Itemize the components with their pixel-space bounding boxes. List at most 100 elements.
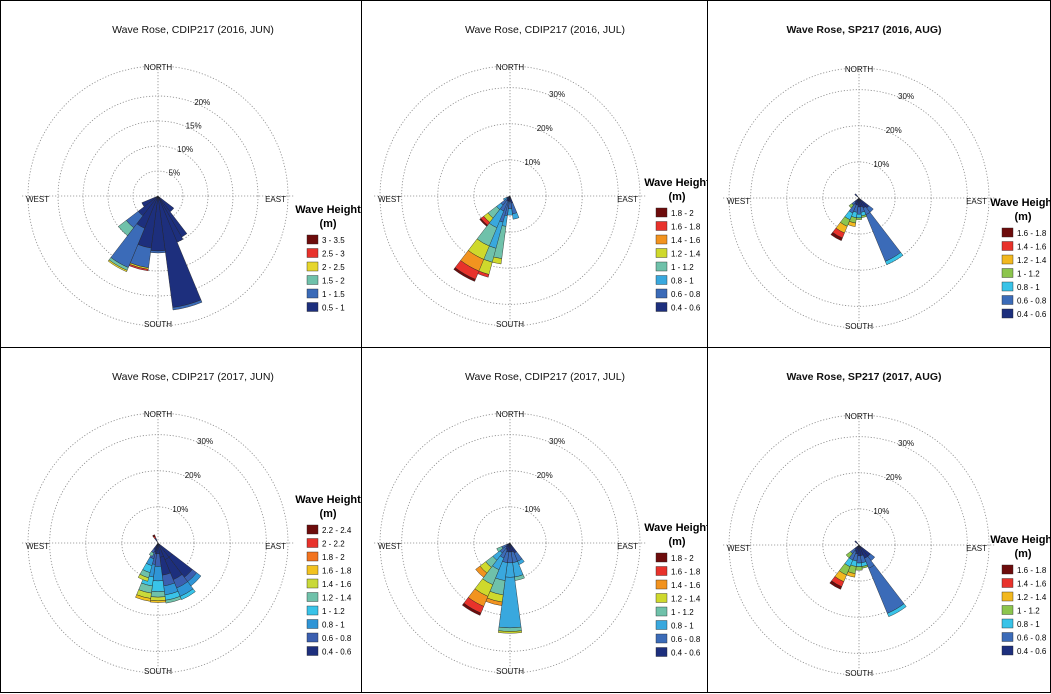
legend-swatch	[306, 261, 319, 272]
radial-label: 5%	[169, 169, 181, 178]
legend-swatch	[306, 565, 319, 575]
legend-label: 1.8 - 2	[671, 209, 694, 218]
wave-rose-svg: Wave Rose, SP217 (2016, AUG) 10% 20% 30% NOR…	[723, 24, 1051, 331]
legend-swatch	[1001, 632, 1014, 642]
legend-swatch	[1001, 645, 1014, 656]
rose-wedge	[453, 267, 476, 282]
rose-wedge	[854, 540, 860, 546]
legend-swatch	[1001, 254, 1014, 265]
legend-label: 1.4 - 1.6	[1017, 580, 1047, 589]
legend-swatch	[306, 302, 319, 312]
radial-label: 30%	[549, 90, 565, 99]
legend-label: 1.2 - 1.4	[1017, 256, 1047, 265]
legend-label: 1 - 1.2	[671, 608, 694, 617]
legend-swatch	[306, 646, 319, 656]
direction-label-south: SOUTH	[845, 322, 873, 331]
legend-swatch	[1001, 618, 1014, 629]
legend-label: 1 - 1.2	[671, 263, 694, 272]
wave-rose-svg: Wave Rose, CDIP217 (2016, JUN) 5% 10% 15% 20…	[22, 24, 361, 329]
legend-swatch	[306, 248, 319, 258]
wave-rose-svg: Wave Rose, CDIP217 (2017, JUN) 10% 20% 30% N…	[22, 371, 361, 676]
rose-wedge	[856, 213, 862, 219]
rose-wedge	[855, 562, 863, 567]
direction-label-south: SOUTH	[144, 667, 172, 676]
legend-swatch	[655, 566, 668, 576]
direction-label-east: EAST	[966, 197, 987, 206]
legend-label: 0.4 - 0.6	[1017, 647, 1047, 656]
legend-title: Wave Height	[644, 177, 709, 189]
rose-wedge	[172, 299, 203, 311]
legend-label: 0.4 - 0.6	[671, 649, 701, 658]
direction-label-east: EAST	[966, 544, 987, 553]
rose-wedge	[137, 573, 149, 582]
legend-swatch	[306, 619, 319, 629]
legend-label: 0.6 - 0.8	[1017, 634, 1047, 643]
rose-wedge	[884, 252, 904, 265]
legend-swatch	[1001, 605, 1014, 615]
legend-swatch	[1001, 564, 1014, 575]
legend-swatch	[655, 579, 668, 590]
legend-label: 0.6 - 0.8	[671, 635, 701, 644]
rose-wedge	[479, 218, 488, 227]
legend-label: 1.2 - 1.4	[322, 594, 352, 603]
legend-swatch	[306, 234, 319, 245]
legend-label: 2 - 2.2	[322, 540, 345, 549]
legend-swatch	[306, 605, 319, 616]
rose-wedge	[475, 565, 488, 578]
rose-wedge	[148, 551, 155, 557]
rose-wedge	[151, 580, 165, 592]
chart-title: Wave Rose, CDIP217 (2017, JUL)	[465, 371, 625, 383]
legend-label: 0.5 - 1	[322, 304, 345, 313]
radial-label: 20%	[185, 471, 201, 480]
rose-wedge	[154, 537, 159, 544]
legend-label: 0.6 - 0.8	[671, 290, 701, 299]
rose-wedge	[150, 250, 166, 254]
radial-label: 20%	[886, 473, 902, 482]
legend-label: 0.6 - 0.8	[322, 634, 352, 643]
legend-swatch	[306, 288, 319, 299]
legend-swatch	[306, 524, 319, 535]
rose-wedge	[830, 232, 843, 241]
legend-swatch	[1001, 268, 1014, 278]
rose-wedge	[865, 212, 902, 262]
direction-label-west: WEST	[378, 542, 401, 551]
legend-label: 2.5 - 3	[322, 250, 345, 259]
radial-label: 15%	[186, 122, 202, 131]
direction-label-north: NORTH	[845, 412, 874, 421]
legend-swatch	[1001, 591, 1014, 602]
rose-wedge	[497, 630, 523, 634]
radial-label: 30%	[197, 437, 213, 446]
wave-rose-panel-2: Wave Rose, CDIP217 (2016, JUL) 10% 20% 30% N…	[361, 0, 709, 348]
radial-label: 10%	[172, 505, 188, 514]
wave-rose-panel-4: Wave Rose, CDIP217 (2017, JUN) 10% 20% 30% N…	[0, 347, 362, 693]
chart-title: Wave Rose, CDIP217 (2016, JUN)	[112, 24, 274, 36]
radial-label: 20%	[886, 126, 902, 135]
legend-swatch	[1001, 308, 1014, 319]
rose-wedge	[150, 591, 166, 598]
direction-label-west: WEST	[727, 544, 750, 553]
direction-label-south: SOUTH	[144, 320, 172, 329]
chart-title: Wave Rose, SP217 (2017, AUG)	[786, 371, 941, 383]
rose-wedge	[496, 546, 504, 553]
direction-label-north: NORTH	[144, 410, 173, 419]
legend-label: 1.4 - 1.6	[671, 581, 701, 590]
legend-label: 0.8 - 1	[322, 621, 345, 630]
legend-swatch	[306, 632, 319, 643]
legend-label: 1.8 - 2	[322, 553, 345, 562]
legend-label: 1 - 1.2	[1017, 607, 1040, 616]
radial-label: 30%	[549, 437, 565, 446]
legend-label: 1.2 - 1.4	[671, 595, 701, 604]
rose-wedge	[149, 600, 167, 603]
legend-swatch	[655, 647, 668, 657]
legend-label: 2.2 - 2.4	[322, 526, 352, 535]
wave-rose-svg: Wave Rose, CDIP217 (2016, JUL) 10% 20% 30% N…	[374, 24, 709, 329]
direction-label-north: NORTH	[496, 410, 525, 419]
direction-label-west: WEST	[727, 197, 750, 206]
direction-label-west: WEST	[26, 542, 49, 551]
legend-swatch	[1001, 281, 1014, 292]
chart-title: Wave Rose, SP217 (2016, AUG)	[786, 24, 941, 36]
radial-label: 10%	[873, 160, 889, 169]
legend-label: 2 - 2.5	[322, 263, 345, 272]
radial-label: 30%	[898, 439, 914, 448]
rose-wedge	[107, 259, 128, 273]
